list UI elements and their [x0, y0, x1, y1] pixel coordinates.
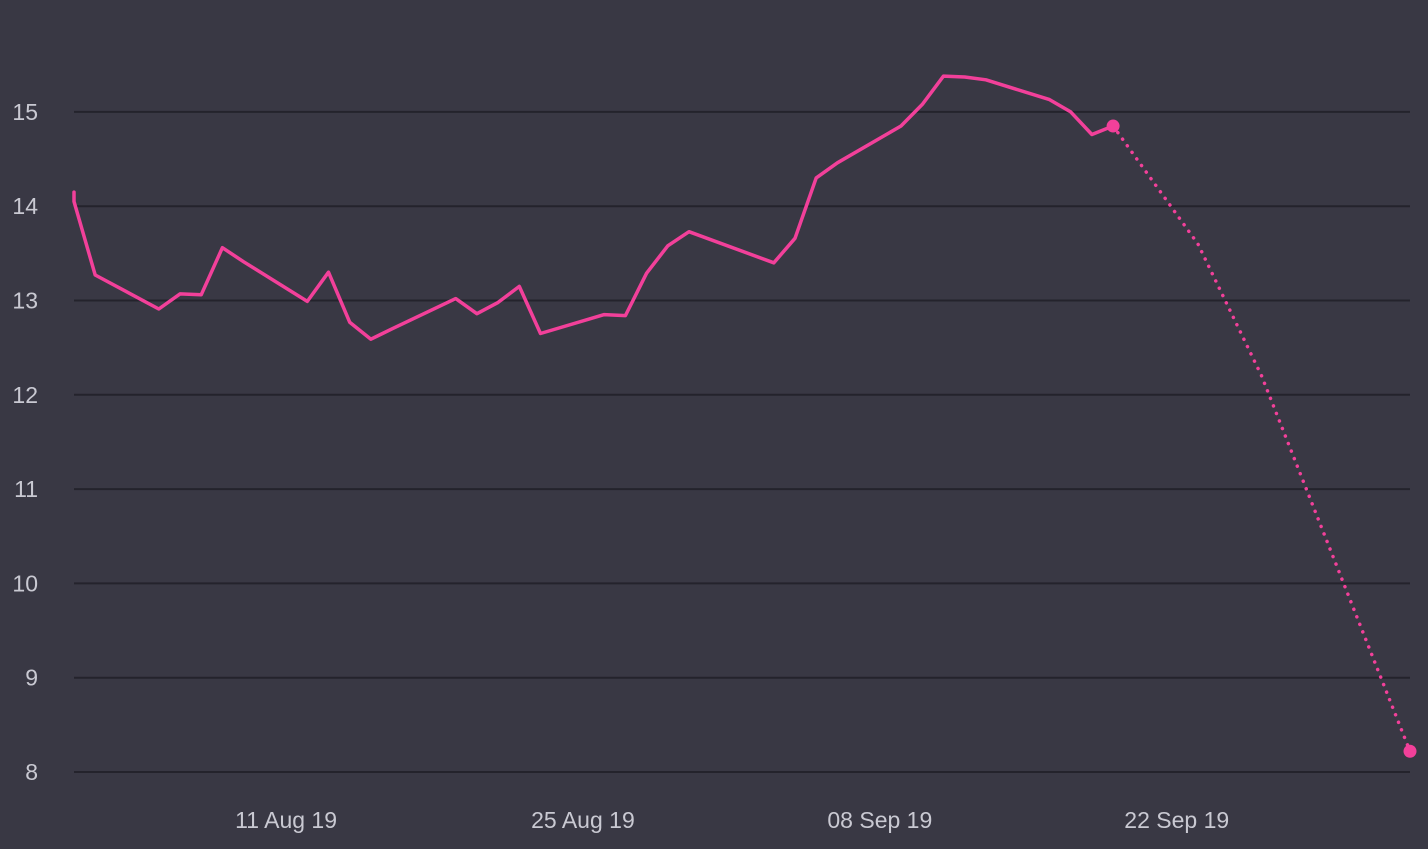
- y-tick-label-11: 11: [14, 476, 38, 502]
- y-tick-label-14: 14: [12, 193, 38, 219]
- forecast-line: [1111, 124, 1412, 754]
- x-tick-label-0: 11 Aug 19: [235, 807, 337, 833]
- series-lines: [72, 74, 1412, 754]
- y-axis-tick-labels: 8 9 10 11 12 13 14 15: [12, 99, 38, 785]
- y-tick-label-8: 8: [25, 759, 38, 785]
- gridlines: [74, 110, 1410, 773]
- y-tick-label-9: 9: [25, 665, 38, 691]
- x-axis-tick-labels: 11 Aug 19 25 Aug 19 08 Sep 19 22 Sep 19: [235, 807, 1229, 833]
- x-tick-label-1: 25 Aug 19: [531, 807, 635, 833]
- x-tick-label-3: 22 Sep 19: [1124, 807, 1229, 833]
- y-tick-label-15: 15: [12, 99, 38, 125]
- y-tick-label-10: 10: [12, 570, 38, 596]
- actual-line: [72, 74, 1115, 341]
- y-tick-label-12: 12: [12, 382, 38, 408]
- marker-0: [1106, 119, 1120, 133]
- marker-1: [1403, 744, 1417, 758]
- series-markers: [1106, 119, 1417, 758]
- y-tick-label-13: 13: [12, 288, 38, 314]
- x-tick-label-2: 08 Sep 19: [827, 807, 932, 833]
